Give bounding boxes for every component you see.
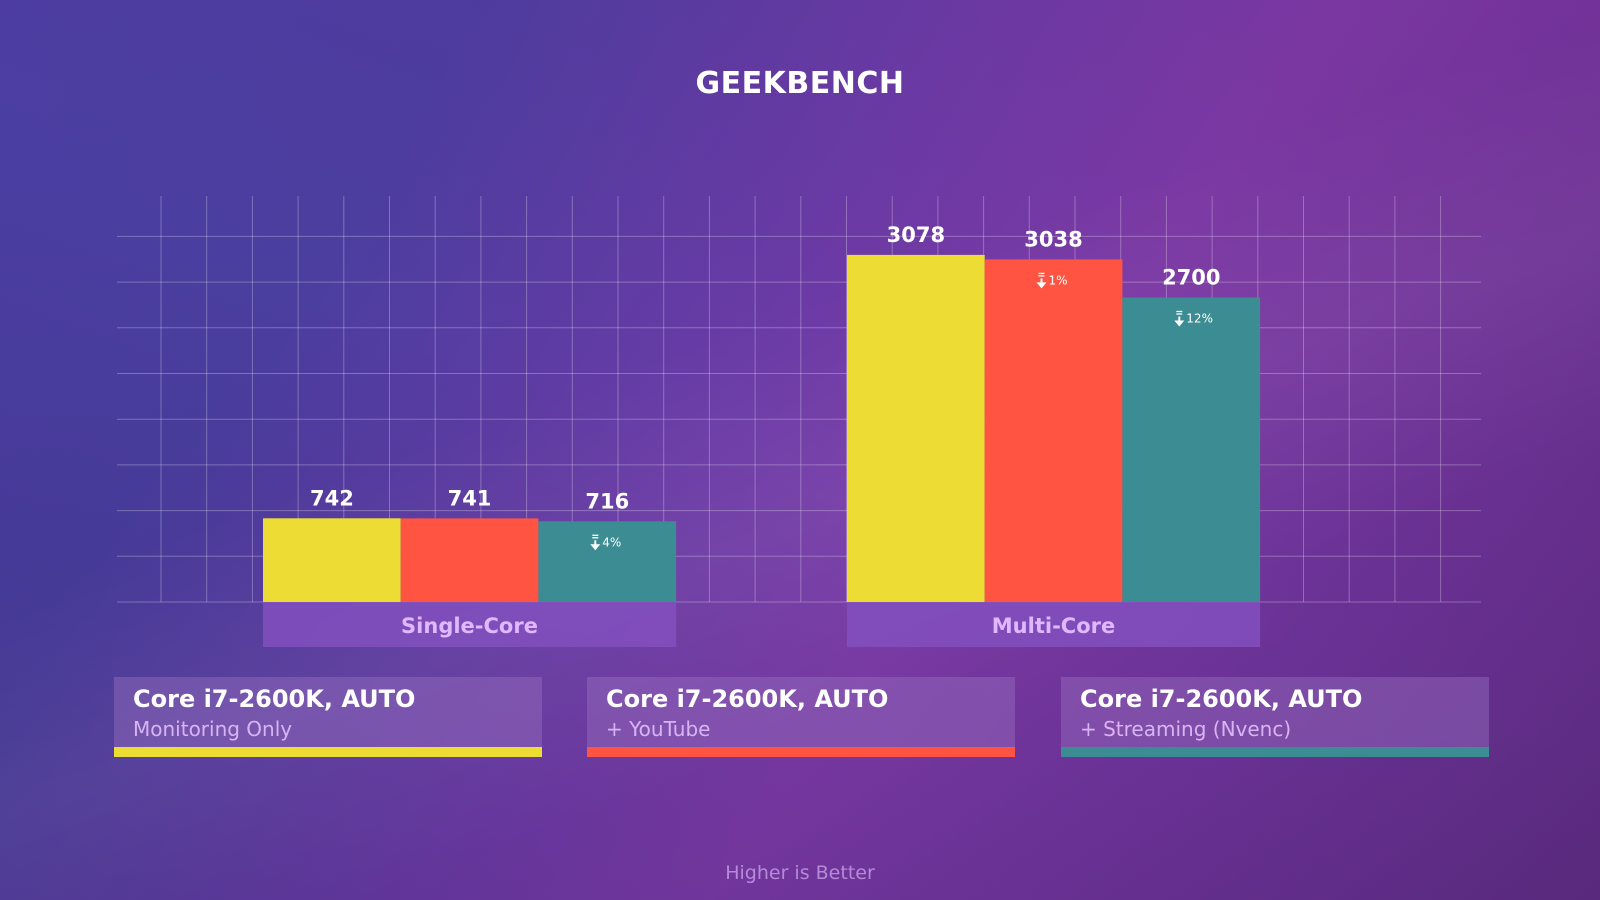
bar-value-label: 742 [310,486,354,510]
drop-percent-label: 4% [602,535,621,549]
drop-percent-label: 12% [1186,312,1213,326]
legend-item-monitoring: Core i7-2600K, AUTO Monitoring Only [114,677,542,757]
down-arrow-icon [590,534,601,551]
category-label: Multi-Core [992,614,1115,638]
bar [847,254,985,602]
bar [984,259,1123,602]
legend-subtitle: + YouTube [606,717,711,741]
category-band [847,602,1261,647]
bar-group-single-core: 742 741 716 4% Single-Core [263,486,677,647]
legend-color-strip [114,747,542,757]
legend-title: Core i7-2600K, AUTO [1080,685,1363,713]
category-band [263,602,677,647]
legend-item-youtube: Core i7-2600K, AUTO + YouTube [587,677,1015,757]
bar-value-label: 716 [585,489,629,513]
bar [400,518,539,602]
legend-item-streaming: Core i7-2600K, AUTO + Streaming (Nvenc) [1061,677,1489,757]
down-arrow-icon [1174,310,1185,327]
legend-color-strip [1061,747,1489,757]
bar-value-label: 741 [448,486,492,510]
legend-title: Core i7-2600K, AUTO [133,685,416,713]
legend-title: Core i7-2600K, AUTO [606,685,889,713]
bar-value-label: 2700 [1162,266,1220,290]
bar [1122,297,1261,602]
chart-title: GEEKBENCH [695,66,905,101]
legend-subtitle: + Streaming (Nvenc) [1080,717,1292,741]
category-label: Single-Core [401,614,538,638]
bar [538,521,677,602]
legend-subtitle: Monitoring Only [133,717,293,741]
footer-note: Higher is Better [725,862,875,884]
down-arrow-icon [1036,272,1047,289]
bar-value-label: 3038 [1024,227,1082,251]
bar-value-label: 3078 [887,223,945,247]
bar [263,518,401,602]
bar-group-multi-core: 3078 3038 1% 2700 12% Multi-Core [847,223,1261,647]
legend-color-strip [587,747,1015,757]
drop-percent-label: 1% [1049,273,1068,287]
